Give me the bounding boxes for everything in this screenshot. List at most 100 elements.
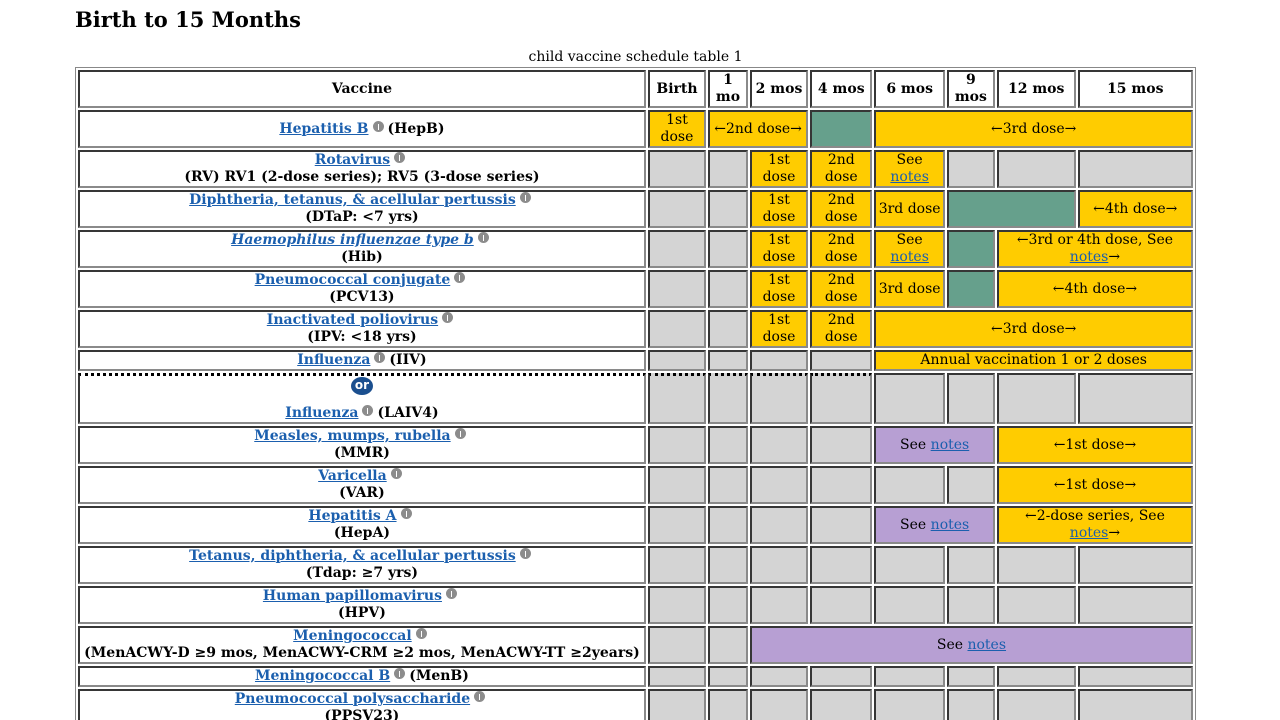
schedule-cell (946, 270, 995, 308)
schedule-cell (647, 350, 707, 371)
vaccine-row: Hepatitis A (HepA) See notes ←2-dose series… (78, 506, 1193, 544)
schedule-cell: ←3rd dose→ (874, 310, 1193, 348)
vaccine-link[interactable]: Hepatitis A (308, 508, 397, 524)
vaccine-cell: Meningococcal B (MenB) (78, 666, 646, 687)
info-icon[interactable] (394, 152, 406, 163)
schedule-cell (647, 506, 707, 544)
schedule-cell (946, 230, 995, 268)
vaccine-link[interactable]: Tetanus, diphtheria, & acellular pertuss… (189, 548, 516, 564)
schedule-cell (810, 666, 873, 687)
schedule-cell: ←1st dose→ (996, 466, 1193, 504)
vaccine-cell: Rotavirus (RV) RV1 (2-dose series); RV5 (… (78, 150, 646, 188)
vaccine-detail: (MenACWY-D ≥9 mos, MenACWY-CRM ≥2 mos, M… (84, 645, 640, 661)
vaccine-link[interactable]: Inactivated poliovirus (266, 312, 439, 328)
schedule-cell (946, 373, 995, 424)
vaccine-link[interactable]: Meningococcal B (254, 668, 391, 684)
schedule-cell (749, 546, 809, 584)
info-icon[interactable] (519, 548, 531, 559)
schedule-cell (810, 506, 873, 544)
dose-text: See (896, 232, 923, 248)
vaccine-detail: (IPV: <18 yrs) (307, 329, 417, 345)
vaccine-link[interactable]: Diphtheria, tetanus, & acellular pertuss… (189, 192, 516, 208)
vaccine-row: Tetanus, diphtheria, & acellular pertuss… (78, 546, 1193, 584)
schedule-cell: See notes (874, 230, 945, 268)
schedule-cell (946, 546, 995, 584)
vaccine-link[interactable]: Rotavirus (314, 152, 391, 168)
notes-link[interactable]: notes (967, 636, 1007, 653)
column-header: 12 mos (996, 70, 1076, 108)
info-icon[interactable] (477, 232, 489, 243)
schedule-cell: ←2nd dose→ (708, 110, 809, 148)
info-icon[interactable] (390, 468, 402, 479)
column-header: Vaccine (78, 70, 646, 108)
schedule-cell: ←1st dose→ (996, 426, 1193, 464)
info-icon[interactable] (445, 588, 457, 599)
dose-text: ←1st dose→ (1053, 476, 1137, 493)
vaccine-row: Measles, mumps, rubella (MMR) See notes ←1s… (78, 426, 1193, 464)
or-badge: or (350, 376, 373, 395)
schedule-cell: ←4th dose→ (1077, 190, 1193, 228)
dose-text: See (900, 436, 927, 453)
schedule-cell (647, 626, 707, 664)
vaccine-link[interactable]: Haemophilus influenzae type b (231, 232, 474, 248)
schedule-cell (647, 190, 707, 228)
schedule-cell (810, 586, 873, 624)
notes-link[interactable]: notes (1069, 525, 1109, 541)
info-icon[interactable] (454, 428, 466, 439)
schedule-cell: 1st dose (749, 270, 809, 308)
schedule-cell (647, 586, 707, 624)
dose-text: ←2-dose series, See (1025, 508, 1165, 524)
schedule-cell (647, 689, 707, 720)
vaccine-link[interactable]: Meningococcal (293, 628, 412, 644)
vaccine-link[interactable]: Measles, mumps, rubella (254, 428, 451, 444)
vaccine-cell: Pneumococcal polysaccharide (PPSV23) (78, 689, 646, 720)
vaccine-link[interactable]: Hepatitis B (279, 120, 369, 137)
schedule-cell (647, 150, 707, 188)
vaccine-cell: Diphtheria, tetanus, & acellular pertuss… (78, 190, 646, 228)
vaccine-link[interactable]: Varicella (318, 468, 387, 484)
notes-link[interactable]: notes (1069, 249, 1109, 265)
vaccine-row: Haemophilus influenzae type b (Hib) 1st do… (78, 230, 1193, 268)
notes-link[interactable]: notes (890, 169, 929, 185)
vaccine-link[interactable]: Human papillomavirus (262, 588, 442, 604)
column-header: 9 mos (946, 70, 995, 108)
vaccine-link[interactable]: Pneumococcal conjugate (254, 272, 451, 288)
schedule-cell: See notes (874, 150, 945, 188)
info-icon[interactable] (519, 192, 531, 203)
dose-text: See (936, 636, 964, 653)
vaccine-link[interactable]: Influenza (297, 352, 371, 368)
vaccine-cell: Influenza (IIV) (78, 350, 646, 371)
schedule-cell (1077, 689, 1193, 720)
vaccine-link[interactable]: Influenza (285, 404, 359, 421)
dose-text: 2nd dose (824, 272, 858, 305)
dose-text: 1st dose (762, 272, 796, 305)
schedule-cell: 3rd dose (874, 270, 945, 308)
vaccine-abbr: (LAIV4) (377, 404, 439, 421)
schedule-cell (946, 586, 995, 624)
info-icon[interactable] (394, 668, 406, 679)
vaccine-abbr: (IIV) (389, 352, 427, 368)
schedule-cell: ←3rd dose→ (874, 110, 1193, 148)
schedule-cell: 1st dose (749, 230, 809, 268)
info-icon[interactable] (454, 272, 466, 283)
schedule-cell: 2nd dose (810, 270, 873, 308)
info-icon[interactable] (374, 352, 386, 363)
vaccine-cell: Hepatitis A (HepA) (78, 506, 646, 544)
notes-link[interactable]: notes (930, 516, 970, 533)
info-icon[interactable] (474, 691, 486, 702)
schedule-cell (708, 506, 748, 544)
schedule-cell (1077, 373, 1193, 424)
info-icon[interactable] (442, 312, 454, 323)
dose-text: See (896, 152, 923, 168)
info-icon[interactable] (362, 404, 374, 416)
info-icon[interactable] (372, 120, 384, 132)
notes-link[interactable]: notes (930, 436, 970, 453)
info-icon[interactable] (400, 508, 412, 519)
info-icon[interactable] (415, 628, 427, 639)
schedule-cell (647, 666, 707, 687)
schedule-cell (996, 150, 1076, 188)
schedule-cell (749, 666, 809, 687)
notes-link[interactable]: notes (890, 249, 929, 265)
schedule-cell (874, 546, 945, 584)
vaccine-link[interactable]: Pneumococcal polysaccharide (234, 691, 471, 707)
